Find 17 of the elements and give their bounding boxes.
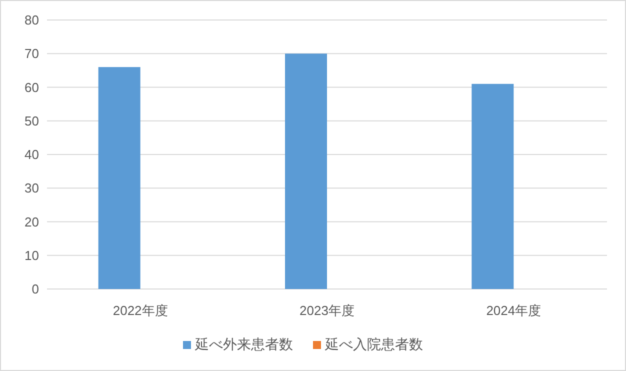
y-tick-label: 20 xyxy=(24,214,39,230)
y-tick-label: 70 xyxy=(24,46,39,62)
bar xyxy=(472,84,514,289)
y-tick-label: 10 xyxy=(24,248,39,263)
y-tick-label: 30 xyxy=(24,180,39,196)
bar xyxy=(285,54,327,289)
y-tick-label: 80 xyxy=(24,12,39,28)
y-tick-label: 60 xyxy=(24,80,39,95)
y-tick-label: 0 xyxy=(32,282,39,297)
legend-label: 延べ入院患者数 xyxy=(324,336,423,352)
y-tick-label: 40 xyxy=(24,147,39,162)
bar xyxy=(98,67,140,289)
x-tick-label: 2022年度 xyxy=(112,303,168,318)
y-tick-label: 50 xyxy=(24,113,39,128)
x-tick-label: 2024年度 xyxy=(486,303,542,318)
legend-label: 延べ外来患者数 xyxy=(194,336,293,352)
x-tick-label: 2023年度 xyxy=(300,303,354,318)
